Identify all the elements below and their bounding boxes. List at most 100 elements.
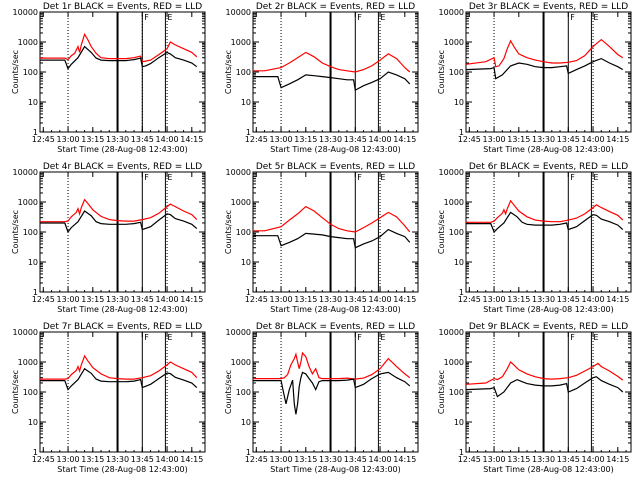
marker-e: E — [380, 173, 385, 182]
chart-title: Det 7r BLACK = Events, RED = LLD — [43, 322, 202, 332]
y-tick-label: 10000 — [13, 328, 38, 337]
plot-frame — [39, 11, 206, 133]
x-axis-label: Start Time (28-Aug-08 12:43:00) — [483, 145, 614, 154]
marker-e: E — [380, 333, 385, 342]
x-tick-label: 13:45 — [344, 455, 367, 464]
y-tick-label: 10 — [28, 258, 38, 267]
x-tick-label: 13:45 — [557, 455, 580, 464]
marker-f: F — [570, 13, 575, 22]
marker-f: F — [144, 13, 149, 22]
x-tick-label: 12:45 — [32, 295, 55, 304]
y-tick-label: 100 — [23, 68, 38, 77]
x-tick-label: 14:00 — [156, 295, 179, 304]
y-tick-label: 10 — [454, 418, 464, 427]
plot-frame — [465, 331, 632, 453]
marker-f: F — [570, 333, 575, 342]
x-tick-label: 12:45 — [245, 135, 268, 144]
y-tick-label: 100 — [23, 228, 38, 237]
x-tick-label: 12:45 — [458, 135, 481, 144]
x-tick-label: 12:45 — [32, 135, 55, 144]
y-tick-label: 10000 — [439, 168, 464, 177]
y-tick-label: 1 — [246, 128, 251, 137]
x-tick-label: 13:00 — [270, 455, 293, 464]
series-line-red — [253, 51, 411, 73]
x-tick-label: 13:30 — [106, 135, 129, 144]
x-tick-label: 13:15 — [507, 455, 530, 464]
y-tick-label: 1 — [459, 288, 464, 297]
y-tick-label: 100 — [236, 228, 251, 237]
y-tick-label: 10 — [28, 418, 38, 427]
y-tick-label: 1 — [246, 288, 251, 297]
marker-f: F — [570, 173, 575, 182]
x-axis-label: Start Time (28-Aug-08 12:43:00) — [270, 145, 401, 154]
x-tick-label: 13:00 — [57, 135, 80, 144]
y-axis-label: Counts/sec — [11, 210, 20, 254]
x-tick-label: 13:30 — [319, 455, 342, 464]
y-tick-label: 1 — [246, 448, 251, 457]
x-tick-label: 12:45 — [245, 295, 268, 304]
chart-title: Det 1r BLACK = Events, RED = LLD — [43, 2, 202, 12]
y-tick-label: 1000 — [444, 38, 464, 47]
x-tick-label: 13:15 — [507, 295, 530, 304]
y-tick-label: 1 — [33, 128, 38, 137]
x-axis-label: Start Time (28-Aug-08 12:43:00) — [57, 305, 188, 314]
x-tick-label: 13:00 — [483, 455, 506, 464]
plot-frame — [465, 11, 632, 133]
x-tick-label: 13:30 — [532, 455, 555, 464]
plot-frame — [39, 331, 206, 453]
series-line-black — [40, 210, 198, 234]
y-tick-label: 10000 — [226, 328, 251, 337]
y-tick-label: 10 — [454, 98, 464, 107]
x-tick-label: 13:45 — [344, 295, 367, 304]
x-tick-label: 12:45 — [245, 455, 268, 464]
x-axis-label: Start Time (28-Aug-08 12:43:00) — [57, 145, 188, 154]
y-tick-label: 1 — [33, 448, 38, 457]
marker-e: E — [167, 13, 172, 22]
chart-title: Det 9r BLACK = Events, RED = LLD — [469, 322, 628, 332]
x-tick-label: 13:15 — [507, 135, 530, 144]
x-tick-label: 14:00 — [582, 295, 605, 304]
x-tick-label: 14:15 — [180, 455, 203, 464]
x-tick-label: 14:15 — [606, 135, 629, 144]
marker-e: E — [167, 173, 172, 182]
x-tick-label: 13:15 — [294, 295, 317, 304]
x-tick-label: 13:00 — [57, 455, 80, 464]
y-tick-label: 10000 — [439, 8, 464, 17]
x-axis-label: Start Time (28-Aug-08 12:43:00) — [270, 305, 401, 314]
chart-title: Det 8r BLACK = Events, RED = LLD — [256, 322, 415, 332]
y-tick-label: 1 — [33, 288, 38, 297]
x-tick-label: 13:30 — [106, 295, 129, 304]
series-line-black — [465, 376, 624, 398]
y-tick-label: 1000 — [444, 358, 464, 367]
x-tick-label: 14:00 — [369, 295, 392, 304]
y-axis-label: Counts/sec — [224, 50, 233, 94]
y-tick-label: 100 — [449, 68, 464, 77]
x-tick-label: 13:45 — [131, 135, 154, 144]
x-tick-label: 14:00 — [369, 455, 392, 464]
x-tick-label: 14:00 — [156, 135, 179, 144]
marker-e: E — [593, 13, 598, 22]
y-tick-label: 10 — [454, 258, 464, 267]
y-axis-label: Counts/sec — [224, 210, 233, 254]
x-tick-label: 13:15 — [294, 135, 317, 144]
x-tick-label: 13:30 — [532, 295, 555, 304]
y-axis-label: Counts/sec — [224, 370, 233, 414]
plot-frame — [465, 171, 632, 293]
x-tick-label: 13:30 — [319, 295, 342, 304]
series-line-red — [253, 205, 411, 233]
series-line-black — [40, 367, 198, 391]
y-tick-label: 100 — [236, 68, 251, 77]
y-tick-label: 1000 — [231, 358, 251, 367]
y-tick-label: 10 — [241, 418, 251, 427]
x-tick-label: 13:45 — [557, 135, 580, 144]
y-tick-label: 100 — [449, 228, 464, 237]
x-tick-label: 13:15 — [81, 295, 104, 304]
y-tick-label: 10000 — [226, 8, 251, 17]
series-line-black — [40, 45, 198, 70]
chart-title: Det 5r BLACK = Events, RED = LLD — [256, 162, 415, 172]
